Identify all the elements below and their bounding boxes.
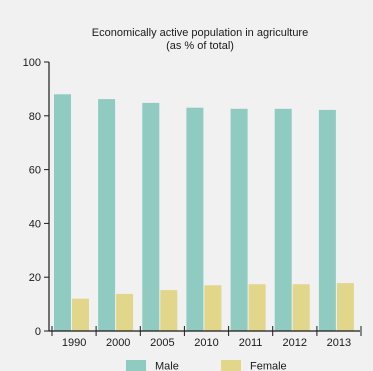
legend-swatch-female [221,360,241,371]
bar-male-2005 [142,102,160,332]
bar-female-1990 [72,298,89,331]
y-tick-label-60: 60 [29,165,41,177]
chart-title-line-1: Economically active population in agricu… [92,27,308,39]
x-tick-label-2013: 2013 [327,337,351,349]
bar-male-2013 [318,109,336,332]
legend-label-female: Female [250,361,287,371]
legend-swatch-male [126,360,146,371]
legend: Male Female [126,360,287,371]
bars-group [54,94,354,332]
x-tick-label-2011: 2011 [239,337,263,349]
x-tick-label-1990: 1990 [62,337,86,349]
bar-female-2000 [116,293,134,331]
bar-male-2010 [186,107,204,331]
bar-male-2012 [274,108,292,331]
x-tick-label-2005: 2005 [150,337,174,349]
y-tick-label-80: 80 [29,111,41,123]
axes-group: 0 20 40 60 80 100 1990 2000 2005 2010 2011 2012 2013 [23,57,362,349]
x-tick-label-2010: 2010 [194,337,218,349]
bar-male-2000 [98,99,116,331]
bar-male-1990 [54,94,71,331]
x-tick-label-2012: 2012 [283,337,307,349]
bar-female-2012 [292,284,310,331]
bar-female-2011 [248,284,266,331]
bar-female-2005 [160,290,178,331]
y-tick-label-40: 40 [29,218,41,230]
legend-label-male: Male [155,361,179,371]
y-tick-label-100: 100 [23,57,41,69]
y-tick-label-0: 0 [35,326,41,338]
bar-male-2011 [230,108,248,331]
chart-title-line-2: (as % of total) [166,40,234,52]
bar-female-2010 [204,285,222,331]
x-tick-label-2000: 2000 [106,337,130,349]
bar-female-2013 [336,283,354,331]
y-tick-label-20: 20 [29,272,41,284]
